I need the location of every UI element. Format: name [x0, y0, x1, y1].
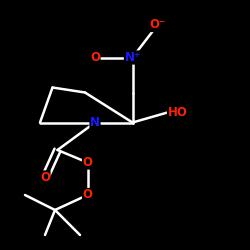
Text: O: O — [40, 171, 50, 184]
Text: N⁺: N⁺ — [124, 51, 140, 64]
Text: O: O — [82, 188, 92, 202]
Text: O⁻: O⁻ — [150, 18, 166, 32]
Text: N: N — [90, 116, 100, 129]
Text: O: O — [82, 156, 92, 169]
Text: HO: HO — [168, 106, 188, 119]
Text: O: O — [90, 51, 100, 64]
